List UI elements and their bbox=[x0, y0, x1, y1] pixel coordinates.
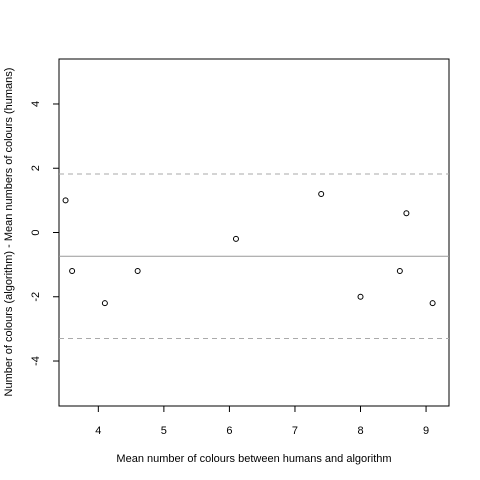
x-tick-label: 5 bbox=[161, 425, 167, 437]
data-point-10 bbox=[429, 300, 436, 307]
y-tick-label: 4 bbox=[30, 101, 42, 107]
data-point-7 bbox=[357, 293, 364, 300]
y-tick-label: -2 bbox=[30, 292, 42, 302]
x-tick-label: 7 bbox=[292, 425, 298, 437]
x-axis-title: Mean number of colours between humans an… bbox=[116, 453, 391, 465]
plot-frame bbox=[58, 58, 450, 407]
x-tick-label: 6 bbox=[226, 425, 232, 437]
x-tick-label: 8 bbox=[357, 425, 363, 437]
y-tick-label: 2 bbox=[30, 165, 42, 171]
data-point-5 bbox=[232, 235, 239, 242]
y-axis-title: Number of colours (algorithm) - Mean num… bbox=[3, 68, 15, 397]
x-tick-label: 9 bbox=[423, 425, 429, 437]
data-point-3 bbox=[101, 300, 108, 307]
y-tick-label: -4 bbox=[30, 356, 42, 366]
y-axis: -4 -2 0 2 4 bbox=[30, 101, 59, 366]
y-tick-label: 0 bbox=[30, 229, 42, 235]
data-point-8 bbox=[396, 268, 403, 275]
data-point-6 bbox=[318, 190, 325, 197]
x-tick-label: 4 bbox=[95, 425, 101, 437]
data-points bbox=[62, 190, 436, 307]
x-axis: 4 5 6 7 8 9 bbox=[95, 406, 429, 437]
data-point-2 bbox=[69, 268, 76, 275]
data-point-4 bbox=[134, 268, 141, 275]
data-point-9 bbox=[403, 210, 410, 217]
reference-lines bbox=[59, 173, 449, 340]
data-point-1 bbox=[62, 197, 69, 204]
